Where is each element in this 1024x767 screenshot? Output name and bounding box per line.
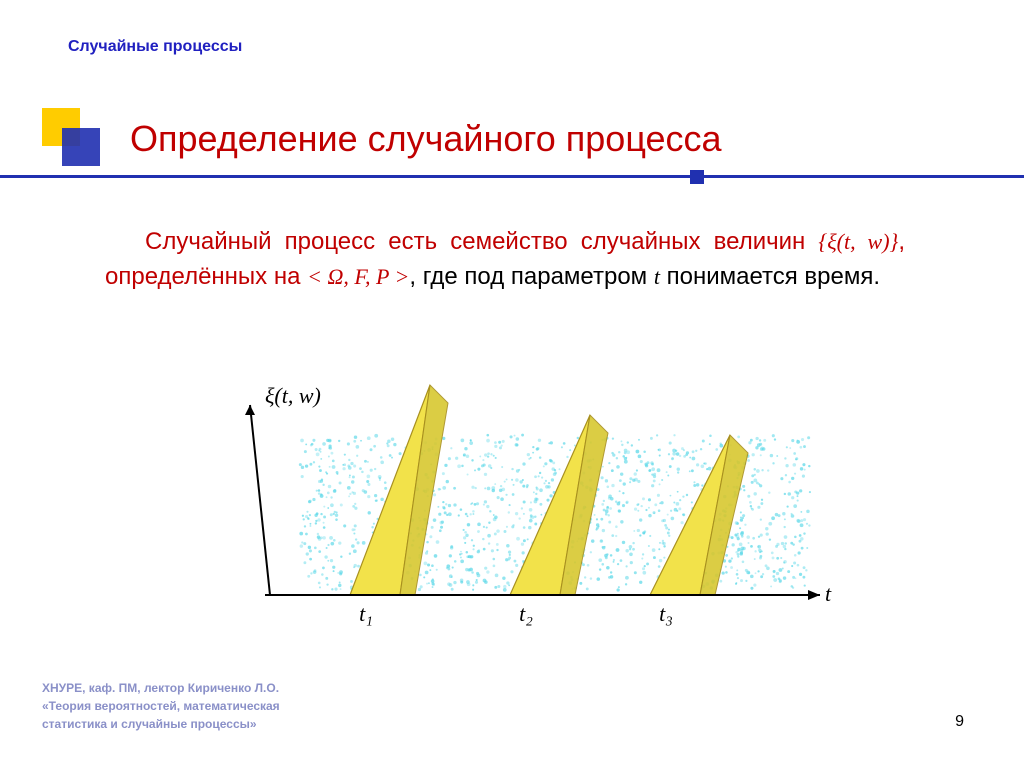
title-decoration	[42, 108, 102, 168]
body-black-1: , где под параметром	[409, 263, 653, 290]
formula-xi: {ξ(t, w)}	[818, 229, 898, 254]
header-label: Случайные процессы	[68, 38, 242, 56]
slide-title: Определение случайного процесса	[130, 118, 722, 160]
body-red-1: Случайный процесс есть семейство случайн…	[145, 228, 818, 255]
body-paragraph: Случайный процесс есть семейство случайн…	[105, 225, 905, 295]
svg-text:ξ(t, w): ξ(t, w)	[265, 383, 321, 408]
svg-text:t: t	[825, 581, 832, 606]
page-number: 9	[955, 713, 964, 731]
formula-omega: < Ω, F, P >	[307, 264, 409, 289]
svg-text:t₃: t₃	[659, 601, 673, 626]
footer-line-3: статистика и случайные процессы»	[42, 715, 280, 733]
title-underline	[0, 175, 1024, 178]
decor-square-blue	[62, 128, 100, 166]
footer-credits: ХНУРЕ, каф. ПМ, лектор Кириченко Л.О. «Т…	[42, 679, 280, 733]
body-black-2: понимается время.	[660, 263, 880, 290]
title-underline-mark	[690, 170, 704, 184]
stochastic-process-diagram: ξ(t, w) t t₁ t₂ t₃	[230, 375, 850, 635]
footer-line-2: «Теория вероятностей, математическая	[42, 697, 280, 715]
svg-text:t₁: t₁	[359, 601, 373, 626]
footer-line-1: ХНУРЕ, каф. ПМ, лектор Кириченко Л.О.	[42, 679, 280, 697]
svg-text:t₂: t₂	[519, 601, 533, 626]
